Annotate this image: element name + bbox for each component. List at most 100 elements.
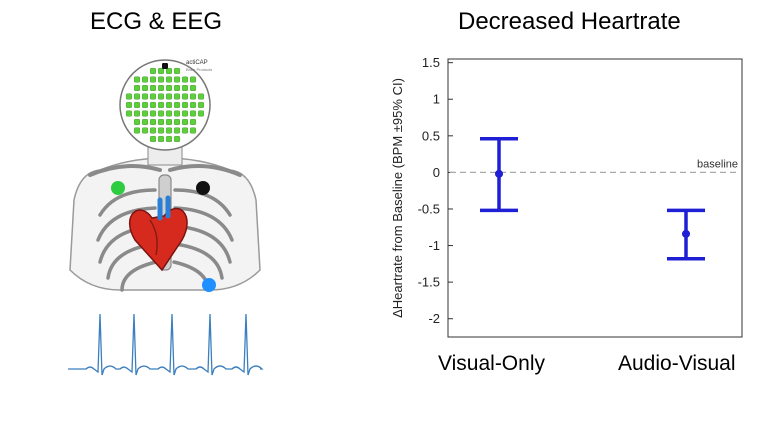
ecg-eeg-illustration: actiCAP Brain Products <box>68 59 264 376</box>
eeg-electrode-icon <box>165 76 172 83</box>
y-tick-label: -1.5 <box>418 275 440 290</box>
eeg-electrode-icon <box>141 118 148 125</box>
eeg-electrode-icon <box>189 76 196 83</box>
eeg-electrode-icon <box>157 102 164 109</box>
eeg-electrode-icon <box>133 76 140 83</box>
y-tick-label: -1 <box>428 238 440 253</box>
cap-sub-label: Brain Products <box>186 67 212 72</box>
baseline-reference: baseline <box>450 158 740 173</box>
y-tick-label: -2 <box>428 311 440 326</box>
eeg-electrode-grid-icon <box>125 63 204 142</box>
eeg-electrode-icon <box>149 68 156 75</box>
eeg-electrode-icon <box>189 102 196 109</box>
y-tick-label: 0 <box>433 165 440 180</box>
eeg-electrode-icon <box>157 85 164 92</box>
eeg-electrode-icon <box>165 85 172 92</box>
eeg-electrode-icon <box>197 93 204 100</box>
y-tick-label: 1.5 <box>422 55 440 70</box>
eeg-electrode-icon <box>125 93 132 100</box>
eeg-electrode-icon <box>181 118 188 125</box>
error-bar-mean-point <box>682 229 690 238</box>
eeg-electrode-icon <box>173 127 180 134</box>
clavicle-icon <box>88 164 242 177</box>
eeg-electrode-icon <box>197 102 204 109</box>
eeg-electrode-icon <box>141 85 148 92</box>
eeg-electrode-icon <box>149 102 156 109</box>
illustration-title: ECG & EEG <box>90 8 223 35</box>
eeg-electrode-icon <box>149 76 156 83</box>
eeg-electrode-icon <box>157 118 164 125</box>
eeg-electrode-icon <box>165 135 172 142</box>
eeg-cap-icon: actiCAP Brain Products <box>119 59 212 151</box>
eeg-electrode-icon <box>181 85 188 92</box>
error-bar-1 <box>667 208 705 261</box>
eeg-electrode-icon <box>141 93 148 100</box>
eeg-electrode-icon <box>149 85 156 92</box>
eeg-electrode-icon <box>149 127 156 134</box>
y-axis-label-text: ΔHeartrate from Baseline (BPM ±95% CI) <box>390 78 405 318</box>
eeg-electrode-icon <box>165 118 172 125</box>
category-label-visual-only: Visual-Only <box>438 352 545 375</box>
eeg-electrode-icon <box>173 68 180 75</box>
eeg-electrode-icon <box>181 110 188 117</box>
eeg-electrode-icon <box>189 110 196 117</box>
ecg-trace-icon <box>68 313 264 376</box>
error-bar-mean-point <box>495 169 503 178</box>
eeg-electrode-icon <box>149 135 156 142</box>
eeg-electrode-icon <box>149 110 156 117</box>
eeg-electrode-icon <box>181 93 188 100</box>
eeg-electrode-icon <box>165 110 172 117</box>
eeg-electrode-icon <box>173 118 180 125</box>
error-bar-0 <box>480 136 518 213</box>
eeg-electrode-icon <box>173 110 180 117</box>
y-tick-label: -0.5 <box>418 201 440 216</box>
eeg-electrode-icon <box>157 76 164 83</box>
eeg-electrode-icon <box>157 135 164 142</box>
eeg-electrode-icon <box>165 68 172 75</box>
eeg-electrode-icon <box>133 110 140 117</box>
eeg-electrode-icon <box>173 135 180 142</box>
eeg-electrode-icon <box>189 93 196 100</box>
y-axis-label: ΔHeartrate from Baseline (BPM ±95% CI) <box>390 78 405 318</box>
ecg-electrode-green-icon <box>111 181 125 195</box>
eeg-electrode-icon <box>189 127 196 134</box>
eeg-electrode-icon <box>133 85 140 92</box>
eeg-electrode-icon <box>133 118 140 125</box>
ecg-electrode-black-icon <box>196 181 210 195</box>
baseline-label: baseline <box>697 158 738 170</box>
eeg-electrode-icon <box>149 93 156 100</box>
chart-title: Decreased Heartrate <box>458 8 681 35</box>
eeg-electrode-icon <box>141 127 148 134</box>
heartrate-errorbar-chart: ΔHeartrate from Baseline (BPM ±95% CI) -… <box>390 55 743 338</box>
eeg-electrode-icon <box>189 85 196 92</box>
eeg-electrode-icon <box>157 68 164 75</box>
eeg-electrode-icon <box>157 127 164 134</box>
eeg-electrode-icon <box>173 76 180 83</box>
eeg-electrode-icon <box>181 127 188 134</box>
eeg-reference-electrode-icon <box>162 63 168 69</box>
eeg-electrode-icon <box>157 110 164 117</box>
eeg-electrode-icon <box>141 110 148 117</box>
error-bars <box>480 136 705 261</box>
eeg-electrode-icon <box>165 93 172 100</box>
eeg-electrode-icon <box>141 76 148 83</box>
eeg-electrode-icon <box>157 93 164 100</box>
eeg-electrode-icon <box>165 127 172 134</box>
category-label-audio-visual: Audio-Visual <box>618 352 736 375</box>
y-tick-label: 1 <box>433 92 440 107</box>
eeg-electrode-icon <box>133 127 140 134</box>
eeg-electrode-icon <box>125 110 132 117</box>
eeg-electrode-icon <box>173 102 180 109</box>
eeg-electrode-icon <box>189 118 196 125</box>
ribcage-icon <box>96 188 234 292</box>
eeg-electrode-icon <box>173 93 180 100</box>
eeg-electrode-icon <box>149 118 156 125</box>
y-axis-ticks: -2 -1.5 -1 -0.5 0 0.5 1 1.5 <box>418 55 453 326</box>
eeg-electrode-icon <box>197 110 204 117</box>
eeg-electrode-icon <box>133 93 140 100</box>
cap-brand-label: actiCAP <box>186 60 208 66</box>
y-tick-label: 0.5 <box>422 128 440 143</box>
eeg-electrode-icon <box>125 102 132 109</box>
heart-icon <box>128 195 188 272</box>
eeg-electrode-icon <box>173 85 180 92</box>
